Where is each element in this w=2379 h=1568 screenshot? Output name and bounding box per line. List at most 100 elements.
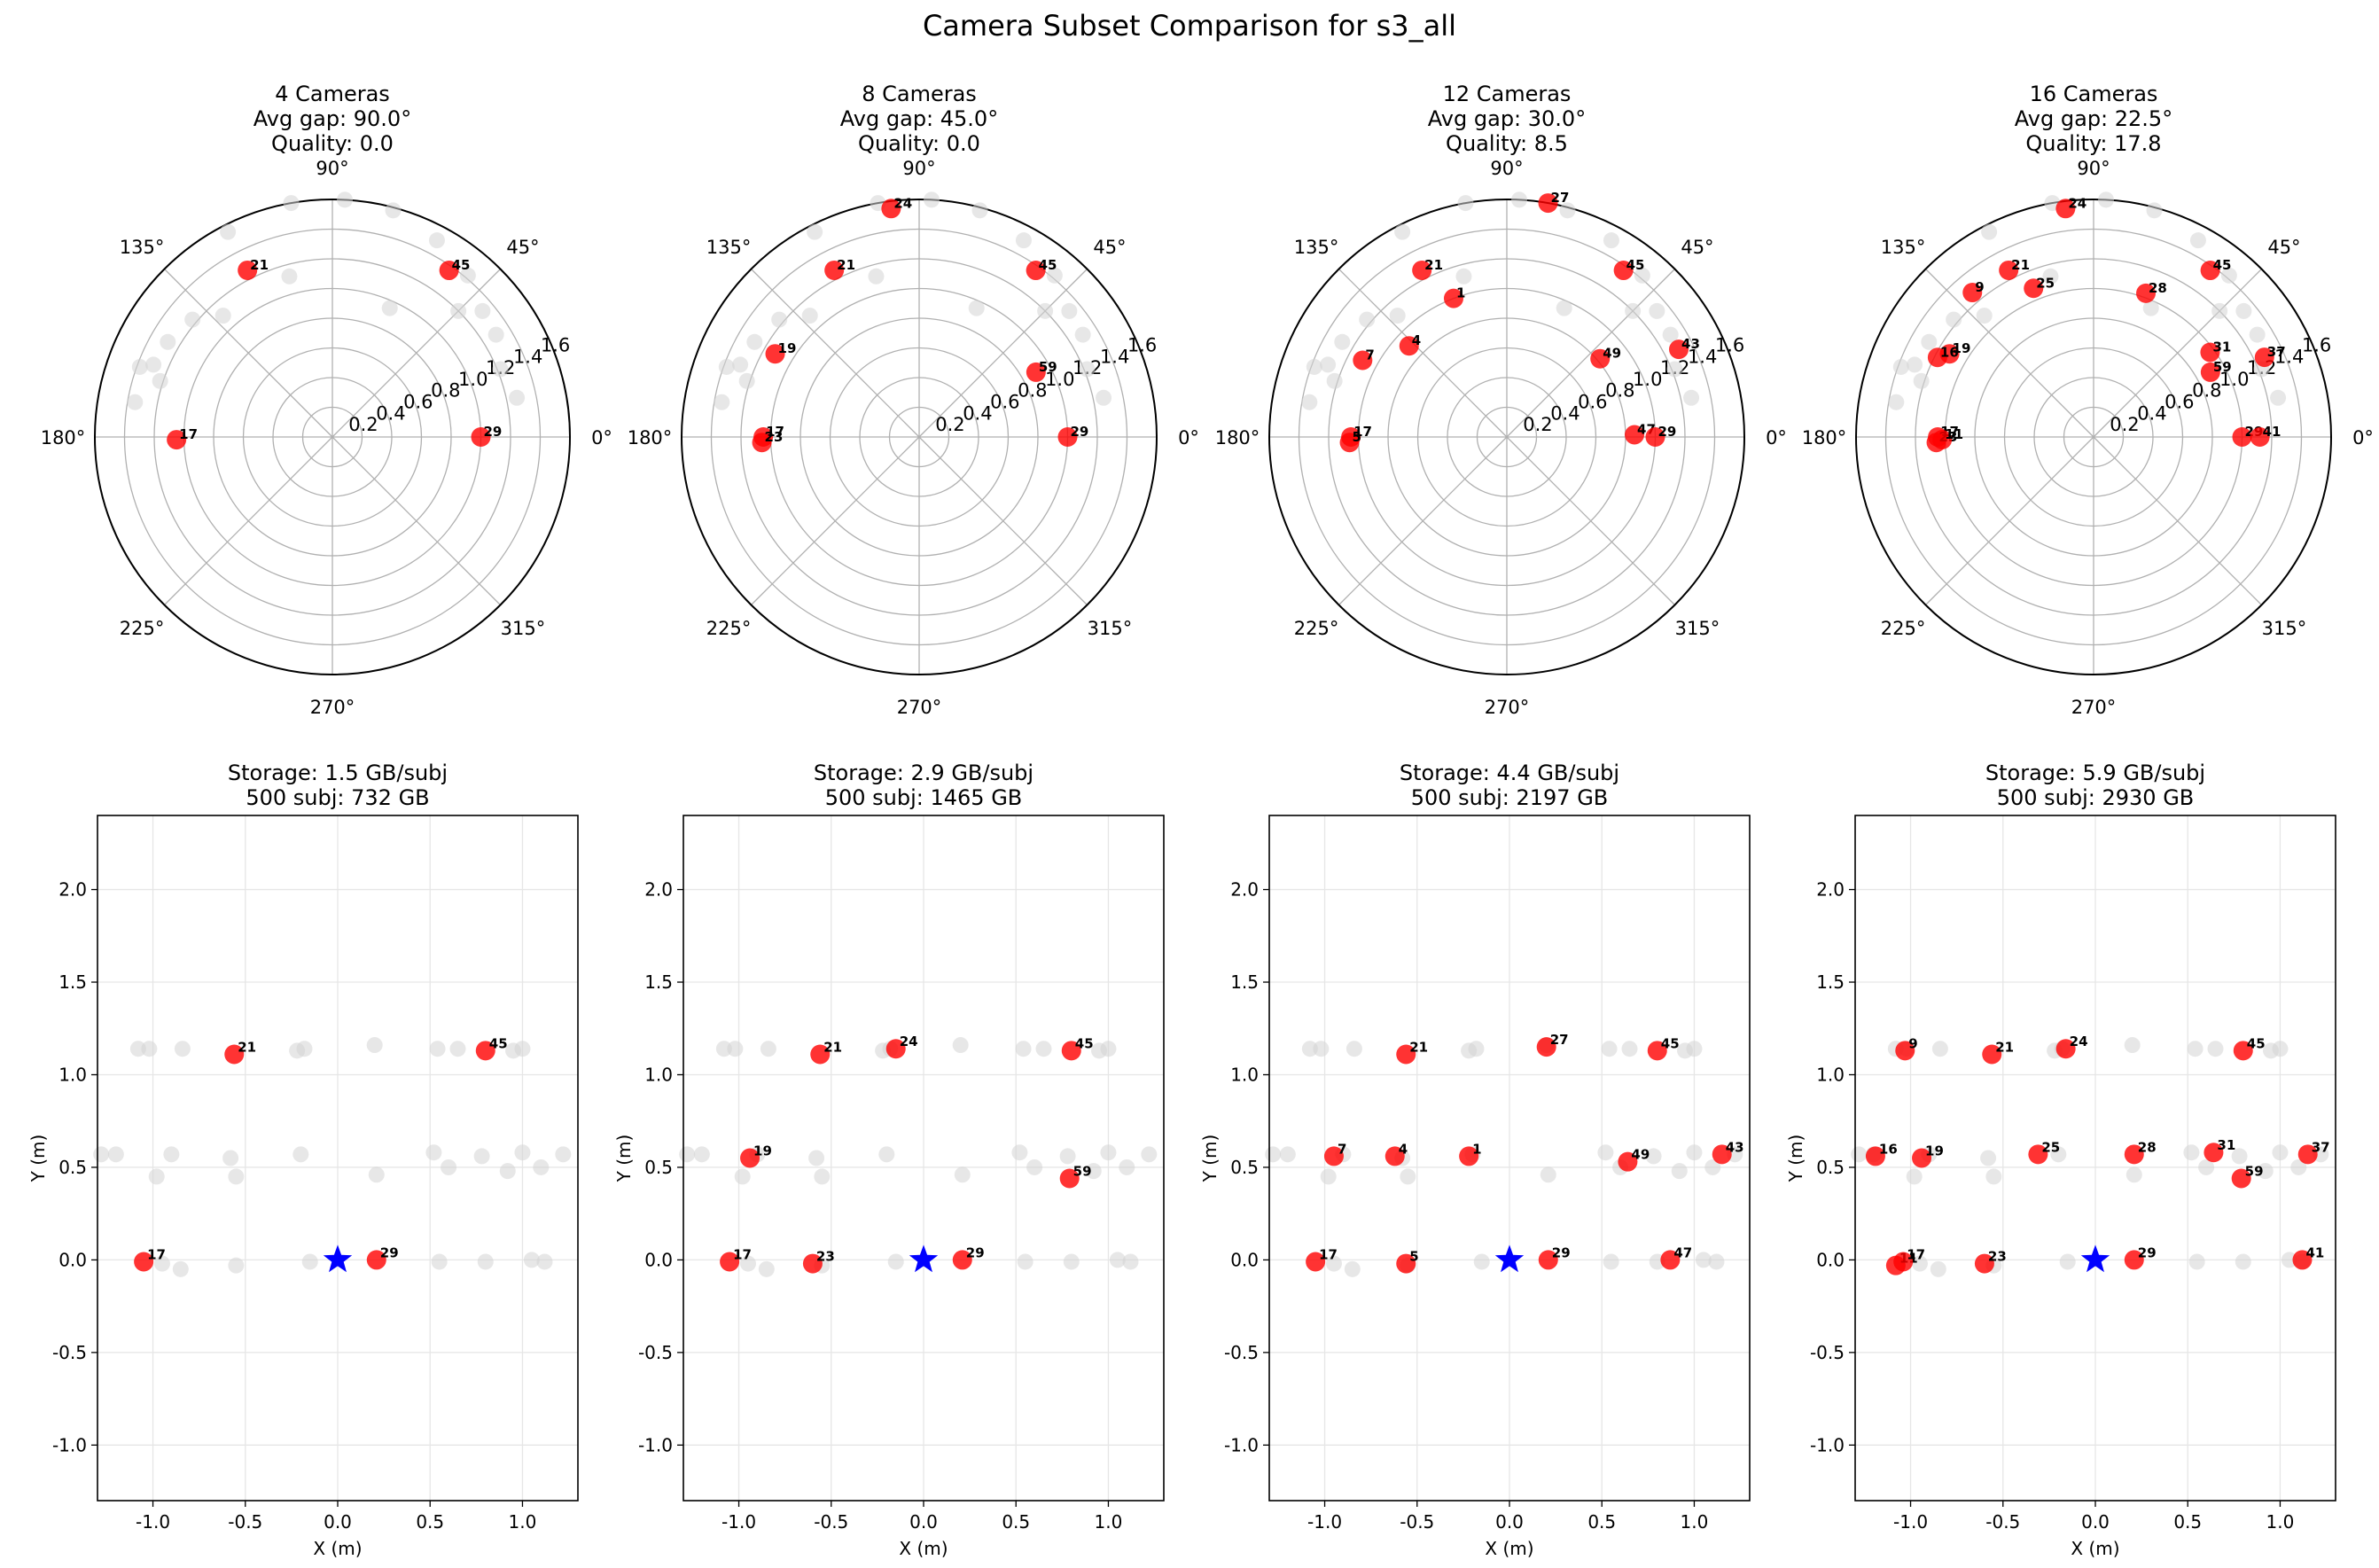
unselected-camera-marker [1671, 1163, 1688, 1180]
selected-camera-marker [1384, 1146, 1405, 1166]
polar-angle-label: 225° [706, 618, 752, 639]
unselected-camera-marker [868, 268, 885, 285]
unselected-camera-marker [1063, 1253, 1080, 1270]
unselected-camera-marker [441, 1158, 457, 1175]
unselected-camera-marker [1634, 267, 1650, 284]
y-axis-label: Y (m) [1785, 1135, 1806, 1183]
camera-id-label: 29 [1658, 424, 1677, 440]
polar-grid-spoke [164, 269, 333, 438]
selected-camera-marker [1396, 1044, 1416, 1065]
camera-id-label: 21 [2011, 257, 2030, 273]
unselected-camera-marker [801, 308, 818, 324]
selected-camera-marker [885, 1039, 906, 1059]
y-tick-label: 0.0 [1230, 1249, 1259, 1270]
unselected-camera-marker [1122, 1253, 1139, 1270]
y-tick-label: -0.5 [1224, 1342, 1259, 1363]
polar-radius-label: 1.4 [1100, 346, 1129, 367]
camera-id-label: 43 [1681, 336, 1700, 352]
unselected-camera-marker [1906, 1168, 1923, 1185]
unselected-camera-marker [2042, 268, 2059, 285]
camera-id-label: 45 [1661, 1035, 1680, 1051]
x-tick-label: -1.0 [1307, 1511, 1342, 1533]
unselected-camera-marker [1980, 1150, 1997, 1166]
polar-grid-spoke [918, 269, 1088, 438]
selected-camera-marker [1962, 283, 1983, 303]
selected-camera-marker [1912, 1148, 1932, 1168]
xy-title: 500 subj: 2930 GB [1997, 785, 2195, 810]
unselected-camera-marker [366, 1037, 383, 1054]
selected-camera-marker [2232, 427, 2252, 447]
polar-grid-spoke [332, 436, 501, 605]
selected-camera-marker [2055, 199, 2076, 219]
unselected-camera-marker [1921, 333, 1938, 350]
xy-title: 500 subj: 1465 GB [825, 785, 1023, 810]
unselected-camera-marker [385, 202, 402, 219]
selected-camera-marker [952, 1250, 972, 1270]
polar-radius-label: 0.6 [403, 392, 433, 413]
unselected-camera-marker [337, 191, 354, 208]
polar-angle-label: 315° [501, 618, 546, 639]
camera-id-label: 9 [1908, 1035, 1917, 1051]
unselected-camera-marker [2183, 1144, 2200, 1161]
unselected-camera-marker [1074, 326, 1091, 343]
camera-id-label: 23 [1988, 1249, 2007, 1265]
selected-camera-marker [2200, 342, 2220, 363]
selected-camera-marker [1895, 1041, 1915, 1061]
selected-camera-marker [881, 199, 901, 219]
polar-radius-label: 1.6 [1127, 334, 1157, 355]
unselected-camera-marker [1559, 202, 1576, 219]
selected-camera-marker [2200, 261, 2220, 281]
unselected-camera-marker [732, 356, 749, 373]
camera-id-label: 49 [1631, 1147, 1650, 1163]
y-tick-label: 1.0 [58, 1064, 87, 1085]
selected-camera-marker [1323, 1146, 1344, 1166]
camera-id-label: 17 [179, 426, 198, 442]
unselected-camera-marker [163, 1146, 180, 1163]
camera-id-label: 21 [837, 257, 855, 273]
polar-title: 4 Cameras [275, 82, 390, 106]
unselected-camera-marker [1911, 1255, 1928, 1272]
unselected-camera-marker [488, 326, 504, 343]
unselected-camera-marker [1279, 1146, 1296, 1163]
polar-title: Avg gap: 22.5° [2015, 106, 2172, 131]
unselected-camera-marker [281, 268, 298, 285]
polar-angle-label: 225° [120, 618, 165, 639]
unselected-camera-marker [1059, 1148, 1076, 1165]
camera-id-label: 24 [893, 195, 912, 211]
camera-id-label: 4 [1412, 332, 1421, 348]
selected-camera-marker [1353, 350, 1373, 371]
camera-id-label: 11 [1945, 426, 1963, 442]
unselected-camera-marker [807, 223, 823, 240]
unselected-camera-marker [1913, 372, 1930, 389]
unselected-camera-marker [1344, 1260, 1361, 1277]
camera-id-label: 17 [1353, 424, 1372, 440]
y-tick-label: -0.5 [52, 1342, 87, 1363]
camera-id-label: 4 [1399, 1141, 1408, 1157]
selected-camera-marker [1538, 193, 1558, 214]
unselected-camera-marker [450, 302, 467, 319]
polar-angle-label: 0° [1178, 427, 1199, 449]
unselected-camera-marker [523, 1252, 540, 1268]
selected-camera-marker [1339, 433, 1360, 453]
selected-camera-marker [810, 1044, 831, 1065]
y-tick-label: 1.5 [644, 971, 673, 993]
unselected-camera-marker [2272, 1041, 2289, 1057]
polar-title: 8 Cameras [862, 82, 977, 106]
unselected-camera-marker [214, 308, 231, 324]
polar-radius-label: 1.6 [1715, 334, 1744, 355]
polar-radius-label: 0.4 [1550, 402, 1580, 424]
polar-title: 12 Cameras [1443, 82, 1572, 106]
selected-camera-marker [2292, 1250, 2313, 1270]
unselected-camera-marker [2235, 302, 2252, 319]
selected-camera-marker [2024, 278, 2044, 299]
unselected-camera-marker [693, 1146, 710, 1163]
polar-angle-label: 225° [1294, 618, 1339, 639]
unselected-camera-marker [2126, 1166, 2142, 1183]
unselected-camera-marker [474, 302, 491, 319]
y-tick-label: -1.0 [638, 1434, 673, 1455]
x-tick-label: 0.5 [416, 1511, 444, 1533]
unselected-camera-marker [184, 311, 201, 328]
camera-id-label: 49 [1603, 346, 1621, 362]
